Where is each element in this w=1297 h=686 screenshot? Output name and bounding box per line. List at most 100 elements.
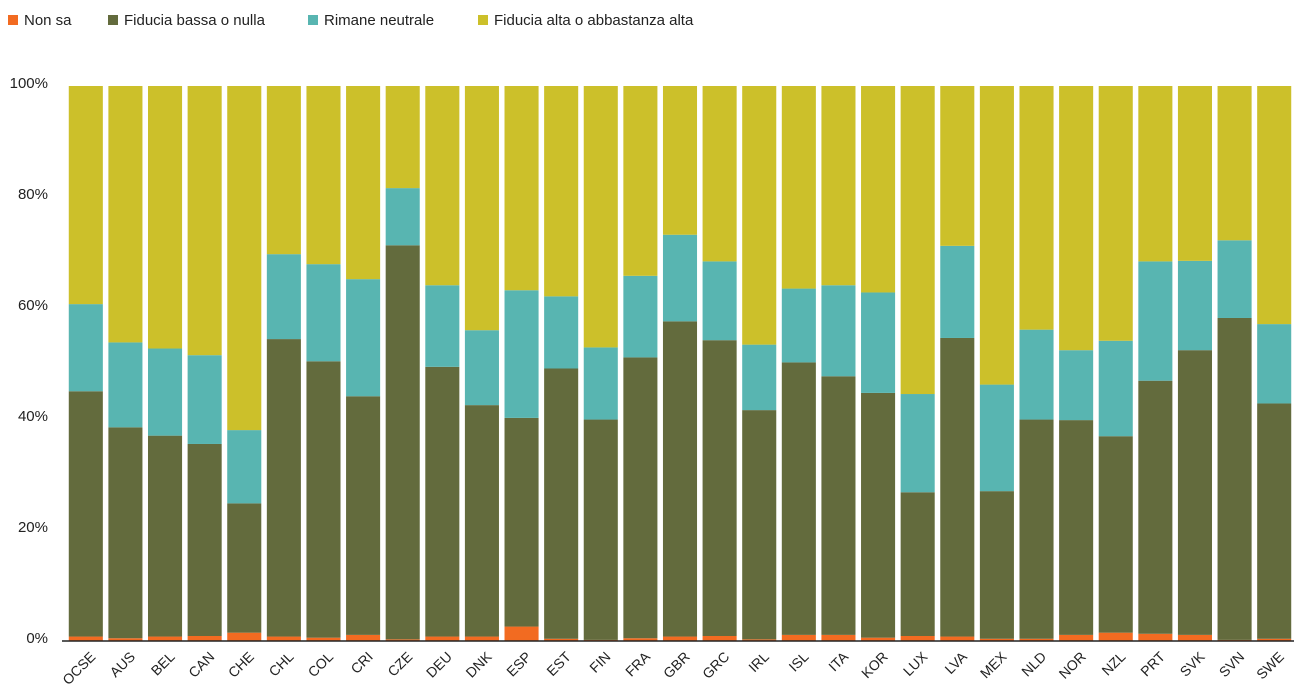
x-tick-label: SVN	[1216, 648, 1248, 680]
x-tick-label: FIN	[586, 648, 613, 675]
x-tick-label: MEX	[977, 648, 1010, 681]
bar-segment	[187, 636, 222, 641]
y-tick-label: 100%	[10, 75, 48, 92]
x-tick-label: NZL	[1098, 648, 1128, 678]
x-tick-label: ESP	[503, 648, 534, 679]
bar-segment	[702, 261, 737, 341]
bar-segment	[583, 347, 618, 420]
bar-segment	[385, 86, 420, 189]
bar-segment	[1059, 420, 1094, 635]
bar-segment	[425, 285, 460, 367]
bar-segment	[1098, 340, 1133, 437]
legend-label: Rimane neutrale	[324, 12, 434, 29]
x-tick-label: KOR	[858, 648, 891, 681]
bar-segment	[266, 86, 301, 255]
bar-segment	[504, 86, 539, 291]
bar-segment	[1257, 86, 1292, 325]
bar-segment	[781, 362, 816, 635]
bar-segment	[464, 405, 499, 637]
bar-segment	[940, 245, 975, 338]
bar-segment	[940, 86, 975, 246]
bar-segment	[346, 86, 381, 280]
x-tick-label: CHL	[265, 648, 296, 679]
bar-segment	[742, 639, 777, 641]
bar-segment	[1177, 260, 1213, 351]
x-tick-label: BEL	[148, 648, 178, 678]
legend-swatch	[308, 15, 318, 25]
legend-label: Fiducia alta o abbastanza alta	[494, 12, 694, 29]
x-tick-label: NLD	[1018, 648, 1049, 679]
bar-segment	[781, 86, 816, 289]
bar-segment	[187, 355, 222, 444]
bar-segment	[861, 392, 896, 638]
bar-segment	[147, 348, 183, 436]
bar-segment	[702, 340, 737, 637]
bar-segment	[385, 639, 420, 641]
bar-segment	[1177, 350, 1213, 635]
bar-segment	[781, 288, 816, 363]
bar-segment	[1019, 329, 1054, 420]
bar-segment	[1098, 436, 1133, 633]
x-tick-label: DEU	[423, 648, 455, 680]
bar-segment	[1138, 261, 1173, 381]
x-tick-label: NOR	[1056, 648, 1089, 681]
bar-segment	[266, 254, 301, 340]
bar-segment	[306, 361, 341, 638]
bar-segment	[1019, 86, 1054, 330]
bar-segment	[306, 264, 341, 362]
bar-segment	[821, 285, 856, 377]
bar-segment	[821, 376, 856, 635]
x-tick-label: PRT	[1137, 648, 1168, 679]
bar-segment	[108, 427, 143, 639]
bar-segment	[861, 292, 896, 393]
bar-segment	[227, 503, 262, 633]
bar-segment	[583, 86, 618, 348]
bar-segment	[702, 636, 737, 641]
x-tick-label: CAN	[185, 648, 217, 680]
bar-segment	[227, 86, 262, 431]
y-tick-label: 60%	[18, 297, 48, 314]
bar-segment	[544, 638, 579, 641]
bar-segment	[306, 86, 341, 265]
x-tick-label: LUX	[900, 648, 931, 679]
legend-label: Fiducia bassa o nulla	[124, 12, 266, 29]
x-tick-label: CZE	[384, 648, 415, 679]
bar-segment	[662, 86, 698, 235]
bar-segment	[68, 391, 103, 637]
bar-segment	[385, 188, 420, 246]
bar-segment	[662, 321, 698, 637]
legend-label: Non sa	[24, 12, 72, 29]
bar-segment	[623, 638, 658, 641]
x-tick-label: OCSE	[59, 648, 98, 686]
legend-swatch	[8, 15, 18, 25]
x-tick-label: COL	[305, 648, 337, 680]
bar-segment	[108, 86, 143, 343]
bar-segment	[544, 296, 579, 369]
bar-segment	[583, 419, 618, 640]
x-tick-label: SVK	[1177, 648, 1209, 680]
bar-segment	[108, 638, 143, 641]
bar-segment	[979, 384, 1014, 492]
y-tick-label: 80%	[18, 186, 48, 203]
bar-segment	[266, 636, 301, 641]
bar-segment	[1257, 638, 1292, 641]
bar-segment	[346, 279, 381, 397]
bar-segment	[1098, 86, 1133, 341]
bar-segment	[346, 634, 381, 641]
bar-segment	[1177, 86, 1213, 261]
bar-segment	[147, 435, 183, 637]
bar-segment	[544, 86, 579, 297]
y-tick-label: 0%	[26, 630, 48, 647]
bar-segment	[900, 636, 935, 641]
x-tick-label: ISL	[785, 648, 811, 674]
bar-segment	[1138, 86, 1173, 262]
bar-segment	[1138, 380, 1173, 634]
bar-segment	[504, 417, 539, 627]
bar-segment	[464, 636, 499, 641]
bar-segment	[979, 491, 1014, 639]
bar-segment	[1059, 350, 1094, 421]
x-tick-label: GRC	[699, 648, 732, 681]
bar-segment	[1217, 317, 1252, 640]
bar-segment	[464, 86, 499, 331]
